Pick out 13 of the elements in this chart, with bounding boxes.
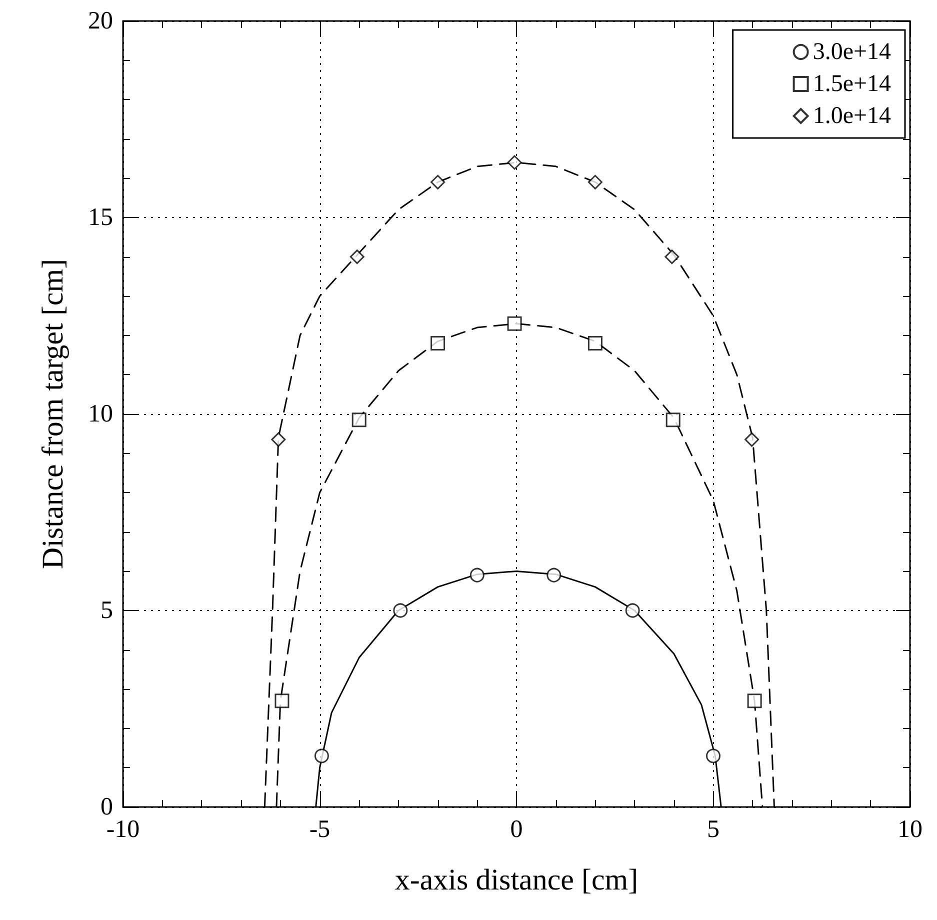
legend-label: 1.5e+14 (812, 71, 891, 97)
y-tick-label: 10 (88, 400, 113, 428)
x-tick-label: 5 (707, 816, 720, 843)
y-axis-title: Distance from target [cm] (36, 258, 70, 570)
x-axis-title: x-axis distance [cm] (394, 864, 638, 896)
legend-label: 3.0e+14 (812, 39, 891, 65)
x-tick-label: -5 (309, 816, 330, 843)
y-tick-label: 5 (100, 597, 113, 624)
x-tick-label: 10 (898, 816, 922, 843)
y-tick-label: 20 (88, 8, 113, 34)
legend-label: 1.0e+14 (812, 103, 891, 129)
y-tick-label: 15 (88, 204, 113, 231)
x-tick-label: 0 (510, 816, 523, 843)
